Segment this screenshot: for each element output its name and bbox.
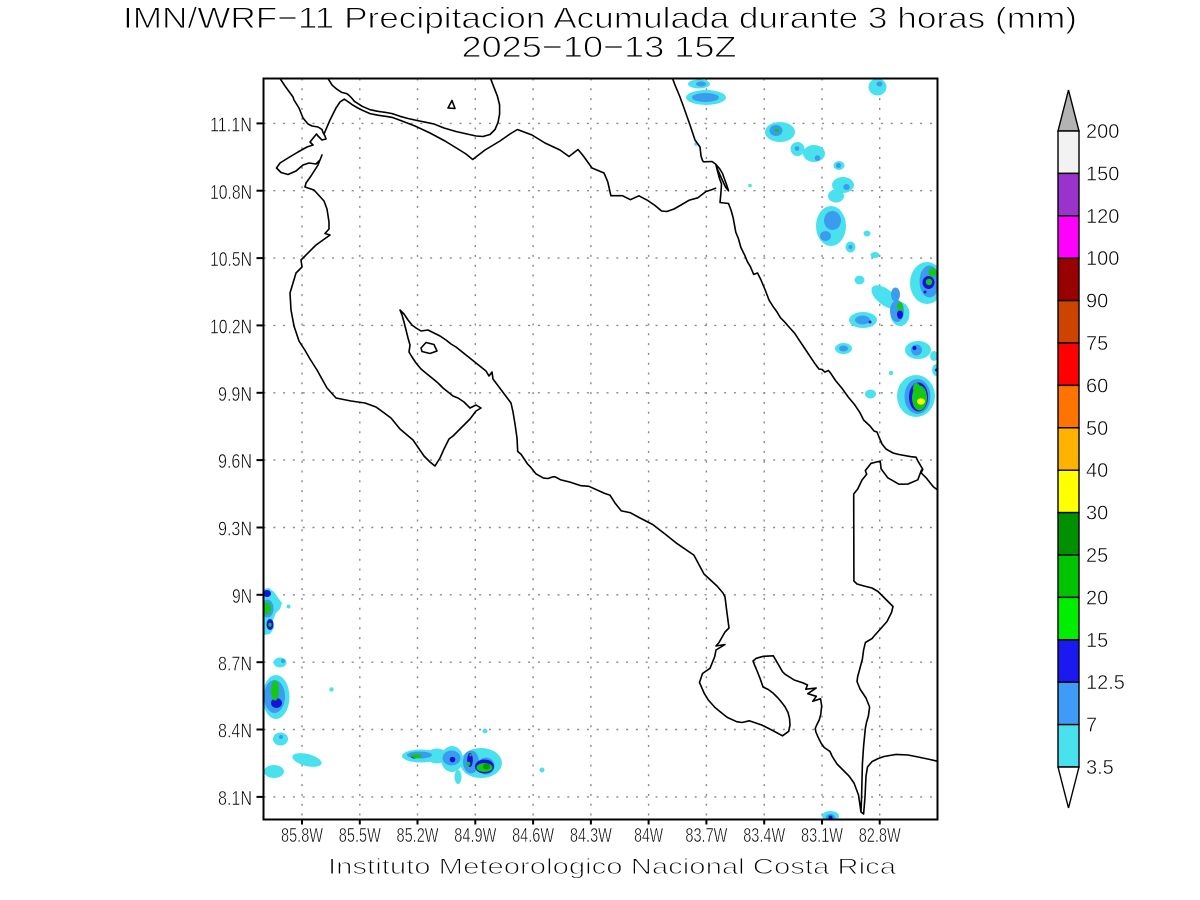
svg-text:83.1W: 83.1W [801,825,843,847]
svg-text:90: 90 [1086,291,1108,313]
svg-text:8.7N: 8.7N [218,653,252,675]
svg-text:9N: 9N [232,586,252,608]
svg-text:60: 60 [1086,375,1108,397]
svg-text:40: 40 [1086,460,1108,482]
svg-text:Instituto Meteorologico Nacion: Instituto Meteorologico Nacional Costa R… [328,854,897,879]
svg-text:84W: 84W [634,825,663,847]
svg-text:25: 25 [1086,545,1108,567]
svg-text:9.9N: 9.9N [218,384,252,406]
svg-text:9.6N: 9.6N [218,451,252,473]
svg-text:50: 50 [1086,418,1108,440]
svg-text:11.1N: 11.1N [210,115,252,137]
svg-text:8.1N: 8.1N [218,788,252,810]
svg-text:12.5: 12.5 [1086,672,1125,694]
svg-text:82.8W: 82.8W [859,825,901,847]
svg-text:83.4W: 83.4W [743,825,785,847]
svg-text:10.5N: 10.5N [210,249,252,271]
svg-text:120: 120 [1086,206,1119,228]
svg-text:200: 200 [1086,121,1119,143]
svg-text:10.8N: 10.8N [210,182,252,204]
svg-text:84.3W: 84.3W [570,825,612,847]
svg-text:9.3N: 9.3N [218,519,252,541]
svg-text:30: 30 [1086,503,1108,525]
svg-text:100: 100 [1086,248,1119,270]
svg-text:150: 150 [1086,163,1119,185]
svg-text:7: 7 [1086,715,1097,737]
svg-text:2025−10−13 15Z: 2025−10−13 15Z [462,31,737,64]
svg-text:15: 15 [1086,630,1108,652]
svg-text:85.5W: 85.5W [339,825,381,847]
svg-text:83.7W: 83.7W [685,825,727,847]
svg-text:84.9W: 84.9W [454,825,496,847]
svg-text:85.2W: 85.2W [397,825,439,847]
svg-text:20: 20 [1086,587,1108,609]
svg-text:85.8W: 85.8W [281,825,323,847]
svg-text:75: 75 [1086,333,1108,355]
svg-text:IMN/WRF−11 Precipitacion Acumu: IMN/WRF−11 Precipitacion Acumulada duran… [123,2,1077,35]
svg-text:10.2N: 10.2N [210,317,252,339]
svg-text:3.5: 3.5 [1086,757,1114,779]
svg-text:84.6W: 84.6W [512,825,554,847]
svg-text:8.4N: 8.4N [218,721,252,743]
